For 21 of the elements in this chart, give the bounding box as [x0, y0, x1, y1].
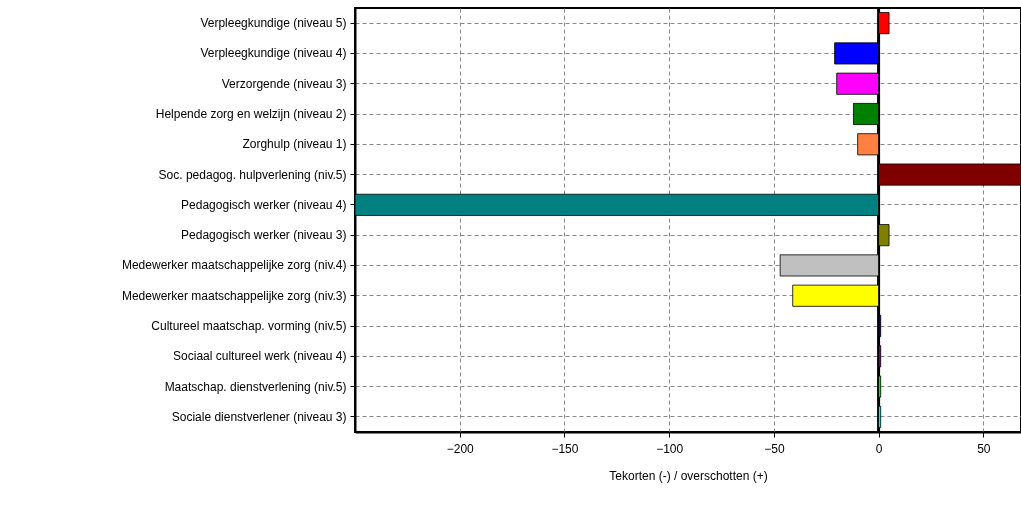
- y-tick-label: Cultureel maatschap. vorming (niv.5): [151, 319, 347, 333]
- x-tick-label: −100: [656, 441, 684, 456]
- y-tick-label: Sociaal cultureel werk (niveau 4): [173, 349, 347, 364]
- y-tick-label: Sociale dienstverlener (niveau 3): [171, 409, 347, 424]
- x-tick-label: −150: [551, 441, 579, 456]
- x-tick-label: −50: [764, 441, 785, 456]
- y-tick-label: Zorghulp (niveau 1): [242, 137, 347, 152]
- x-tick-label: 50: [977, 441, 991, 456]
- y-tick-label: Verpleegkundige (niveau 4): [200, 46, 347, 61]
- y-tick-label: Soc. pedagog. hulpverlening (niv.5): [158, 167, 347, 182]
- y-tick-label: Verpleegkundige (niveau 5): [200, 16, 347, 31]
- y-tick-label: Helpende zorg en welzijn (niveau 2): [155, 107, 347, 121]
- x-axis-title: Tekorten (-) / overschotten (+): [609, 468, 768, 483]
- y-tick-label: Maatschap. dienstverlening (niv.5): [164, 379, 347, 394]
- y-tick-label: Medewerker maatschappelijke zorg (niv.3): [121, 288, 347, 303]
- y-tick-label: Pedagogisch werker (niveau 3): [181, 228, 347, 243]
- y-tick-label: Pedagogisch werker (niveau 4): [181, 197, 347, 212]
- x-tick-label: 0: [875, 441, 883, 456]
- y-tick-label: Medewerker maatschappelijke zorg (niv.4): [121, 258, 347, 273]
- y-tick-label: Verzorgende (niveau 3): [221, 76, 347, 91]
- x-tick-label: −200: [446, 441, 475, 456]
